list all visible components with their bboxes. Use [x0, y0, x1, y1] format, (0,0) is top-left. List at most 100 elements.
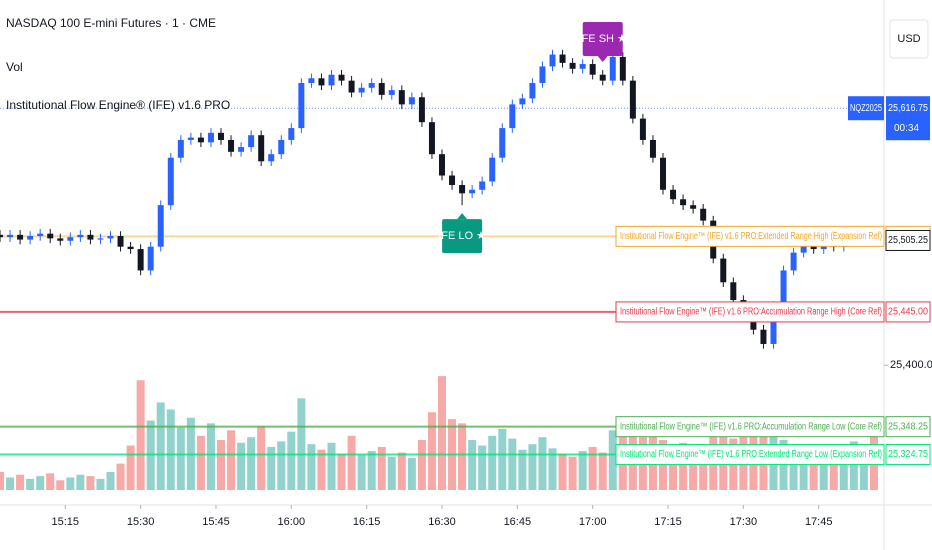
- volume-bar: [819, 446, 828, 490]
- candle-body: [639, 118, 646, 140]
- volume-bar: [799, 448, 808, 490]
- candle-body: [790, 252, 797, 271]
- candle-body: [258, 135, 265, 162]
- volume-bar: [478, 445, 487, 490]
- marker-label: IFE SH ★: [579, 33, 628, 45]
- candle-body: [509, 104, 516, 129]
- volume-bar: [689, 449, 698, 490]
- candle-body: [348, 80, 355, 93]
- volume-bar: [598, 452, 607, 490]
- level-value-box: [885, 444, 931, 466]
- candle-body: [67, 237, 74, 241]
- volume-bar: [498, 428, 507, 490]
- candle-body: [157, 205, 164, 247]
- candle-body: [569, 62, 576, 69]
- price-label: 25,505.25: [888, 235, 928, 246]
- currency[interactable]: USD: [897, 33, 920, 45]
- last-price-label: 25,616.75: [888, 103, 928, 114]
- level-value: 25,348.25: [888, 421, 928, 432]
- candle-body: [107, 236, 114, 239]
- candle-body: [167, 157, 174, 206]
- candle-body: [519, 98, 526, 105]
- x-tick-label: 17:30: [730, 516, 758, 528]
- candle-body: [619, 56, 626, 81]
- candle-body: [459, 185, 466, 194]
- candle-body: [328, 74, 335, 86]
- volume-title: Vol: [6, 60, 23, 74]
- volume-bar: [347, 435, 356, 490]
- volume-bar: [287, 431, 296, 490]
- volume-bar: [699, 444, 708, 490]
- x-tick-label: 17:45: [805, 516, 833, 528]
- candle-body: [549, 54, 556, 67]
- volume-bar: [6, 477, 15, 490]
- volume-bar: [809, 451, 818, 490]
- volume-bar: [458, 423, 467, 490]
- candle-body: [388, 90, 395, 95]
- candle-body: [228, 139, 235, 152]
- indicator-title: Institutional Flow Engine® (IFE) v1.6 PR…: [6, 98, 230, 112]
- x-tick-label: 15:15: [52, 516, 80, 528]
- volume-bar: [789, 444, 798, 490]
- candle-body: [408, 97, 415, 105]
- volume-bar: [608, 430, 617, 490]
- level-value-box: [885, 301, 931, 323]
- volume-bar: [116, 463, 125, 490]
- volume-bar: [36, 476, 45, 490]
- level-label: Institutional Flow Engine™ (IFE) v1.6 PR…: [620, 449, 882, 460]
- x-tick-label: 16:00: [278, 516, 306, 528]
- level-value: 25,445.00: [888, 307, 928, 318]
- volume-bar: [839, 445, 848, 490]
- candle-body: [197, 137, 204, 143]
- candle-body: [57, 238, 64, 241]
- candle-body: [499, 128, 506, 158]
- volume-bar: [317, 449, 326, 490]
- volume-bar: [367, 451, 376, 490]
- volume-bar: [227, 430, 236, 490]
- volume-bar: [106, 471, 115, 490]
- volume-bar: [679, 442, 688, 490]
- candle-body: [559, 54, 566, 63]
- x-tick-label: 16:30: [428, 516, 456, 528]
- volume-bar: [86, 476, 95, 490]
- volume-bar: [849, 441, 858, 490]
- level-label: Institutional Flow Engine™ (IFE) v1.6 PR…: [620, 421, 882, 432]
- volume-bar: [277, 441, 286, 490]
- candle-body: [238, 147, 245, 152]
- volume-bar: [156, 402, 165, 490]
- candle-body: [439, 154, 445, 176]
- volume-bar: [438, 376, 446, 490]
- level-label: Institutional Flow Engine™ (IFE) v1.6 PR…: [620, 231, 882, 242]
- candle-body: [449, 175, 456, 186]
- volume-bar: [217, 440, 225, 490]
- candle-body: [117, 236, 124, 247]
- candle-body: [87, 234, 94, 240]
- chart-title: NASDAQ 100 E-mini Futures · 1 · CME: [6, 16, 216, 30]
- currency-box[interactable]: [889, 19, 929, 59]
- volume-bar: [829, 449, 838, 490]
- candle-body: [680, 199, 687, 206]
- candle-body: [308, 78, 315, 84]
- volume-bar: [76, 474, 85, 490]
- candle-body: [27, 236, 34, 240]
- volume-bar: [377, 446, 386, 490]
- candle-body: [730, 282, 737, 301]
- volume-bar: [568, 456, 577, 490]
- candle-body: [579, 64, 586, 69]
- candle-body: [599, 74, 606, 81]
- candle-body: [127, 246, 134, 250]
- volume-bar: [267, 446, 276, 490]
- volume-bar: [508, 438, 517, 490]
- candle-body: [479, 181, 486, 190]
- volume-bar: [528, 444, 537, 490]
- volume-bar: [578, 451, 587, 490]
- candle-body: [47, 233, 54, 239]
- volume-bar: [407, 458, 416, 490]
- candle-body: [649, 139, 656, 158]
- level-value: 25,324.75: [888, 449, 928, 460]
- candle-body: [147, 246, 154, 271]
- candle-body: [288, 128, 295, 140]
- candle-body: [780, 270, 787, 306]
- candle-body: [177, 139, 184, 158]
